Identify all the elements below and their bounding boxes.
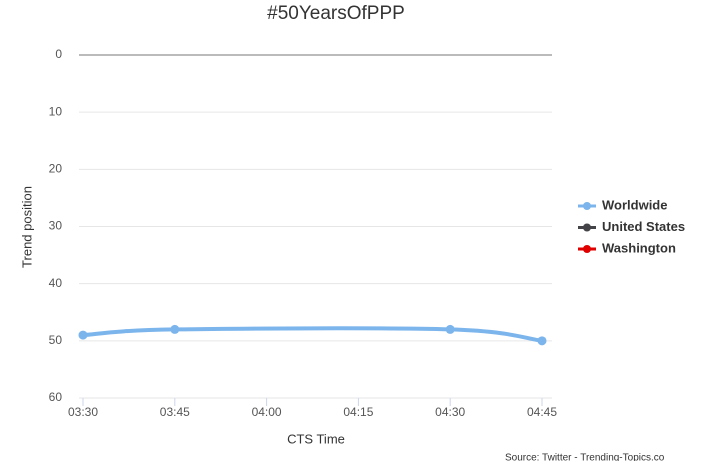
point [170, 324, 180, 334]
y-tick-label: 10 [49, 104, 63, 118]
legend-label: United States [602, 219, 685, 234]
y-tick-label: 50 [49, 333, 63, 347]
point [445, 324, 455, 334]
source: Source: Twitter - Trending-Topics.co [505, 453, 665, 461]
y-axis-title: Trend position [19, 186, 34, 268]
x-tick-label: 04:15 [343, 405, 373, 419]
point [537, 336, 547, 346]
chart-title: #50YearsOfPPP [267, 3, 405, 24]
x-tick-label: 04:45 [527, 405, 557, 419]
legend-symbol [583, 223, 591, 232]
legend-symbol [583, 245, 591, 253]
y-tick-label: 40 [49, 276, 63, 290]
y-tick-label: 0 [55, 47, 62, 61]
legend-symbol [583, 202, 591, 210]
x-tick-label: 03:45 [160, 405, 190, 419]
x-tick-label: 04:30 [435, 405, 465, 419]
y-tick-label: 30 [49, 219, 63, 233]
series-line [82, 326, 543, 343]
x-tick-label: 03:30 [68, 405, 98, 419]
legend-label: Worldwide [602, 197, 667, 212]
y-tick-label: 20 [49, 162, 63, 176]
x-axis-title: CTS Time [287, 431, 345, 446]
x-tick-label: 04:00 [252, 405, 282, 419]
legend-label: Washington [602, 240, 676, 255]
y-tick-label: 60 [49, 390, 63, 404]
point [78, 330, 88, 340]
